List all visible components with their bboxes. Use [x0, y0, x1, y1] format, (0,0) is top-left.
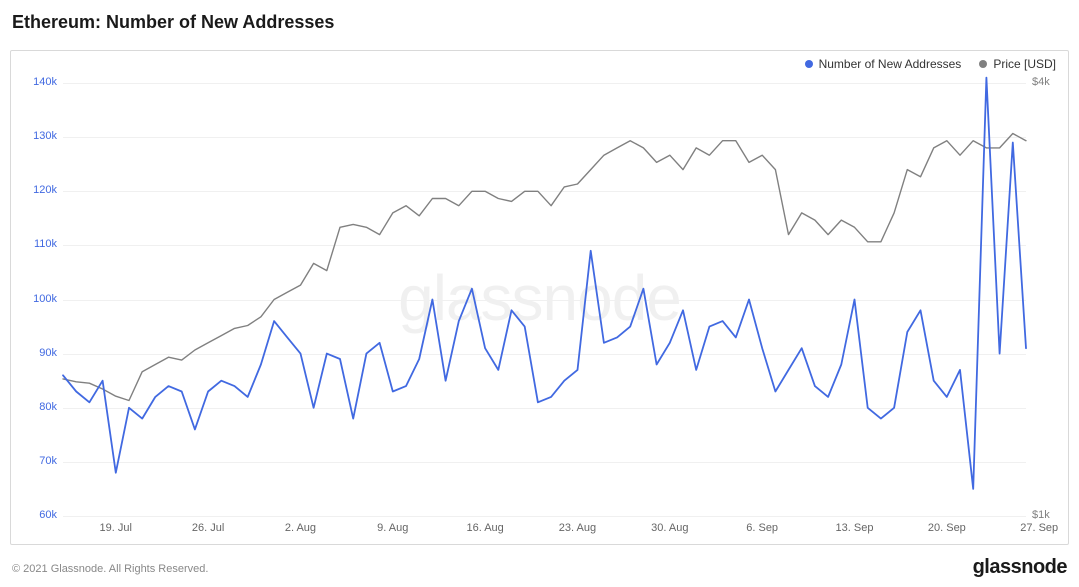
footer-brand: glassnode [973, 556, 1067, 579]
line-addresses [63, 78, 1026, 489]
chart-plot-area: Number of New Addresses Price [USD] glas… [10, 50, 1069, 545]
chart-lines-svg [11, 51, 1068, 544]
footer-copyright: © 2021 Glassnode. All Rights Reserved. [12, 563, 208, 575]
chart-container: Ethereum: Number of New Addresses Number… [0, 0, 1079, 587]
chart-title: Ethereum: Number of New Addresses [12, 12, 334, 33]
line-price [63, 134, 1026, 401]
